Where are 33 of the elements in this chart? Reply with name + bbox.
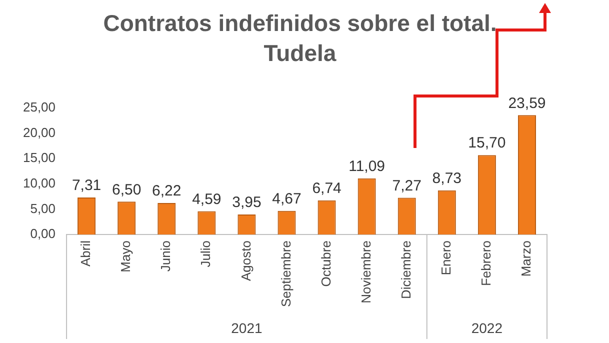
- data-label: 7,27: [392, 177, 422, 194]
- x-tick-label: Octubre: [318, 240, 334, 287]
- data-label: 6,22: [152, 182, 182, 200]
- x-tick-label: Febrero: [478, 240, 494, 286]
- data-label: 3,95: [232, 194, 262, 212]
- x-tick-label: Agosto: [238, 240, 254, 282]
- x-tick-label: Marzo: [518, 240, 534, 277]
- chart-title: Contratos indefinidos sobre el total. Tudela: [102, 9, 498, 68]
- x-tick-label: Julio: [198, 240, 214, 268]
- data-label: 15,70: [468, 134, 506, 152]
- x-tick-label: Abril: [78, 240, 94, 267]
- y-tick-label: 25,00: [22, 100, 56, 115]
- data-label: 6,50: [112, 181, 142, 198]
- y-tick-label: 15,00: [22, 150, 56, 166]
- y-tick-label: 0,00: [30, 226, 56, 242]
- data-label: 4,67: [272, 190, 302, 208]
- x-tick-label: Junio: [158, 240, 174, 272]
- x-tick-label: Noviembre: [358, 240, 374, 304]
- x-tick-label: Enero: [438, 240, 454, 276]
- data-label: 7,31: [72, 177, 102, 194]
- y-tick-label: 10,00: [22, 175, 56, 190]
- data-label: 23,59: [508, 94, 546, 112]
- y-tick-label: 20,00: [22, 124, 56, 140]
- data-label: 6,74: [312, 180, 342, 198]
- x-tick-label: Mayo: [118, 240, 134, 272]
- data-label: 4,59: [192, 190, 222, 208]
- data-label: 8,73: [432, 170, 462, 187]
- text: 2022: [471, 320, 503, 336]
- x-tick-label: Diciembre: [398, 240, 414, 300]
- data-label: 11,09: [348, 158, 386, 176]
- text: 2021: [231, 320, 262, 336]
- x-tick-label: Septiembre: [278, 240, 294, 308]
- y-tick-label: 5,00: [30, 200, 56, 216]
